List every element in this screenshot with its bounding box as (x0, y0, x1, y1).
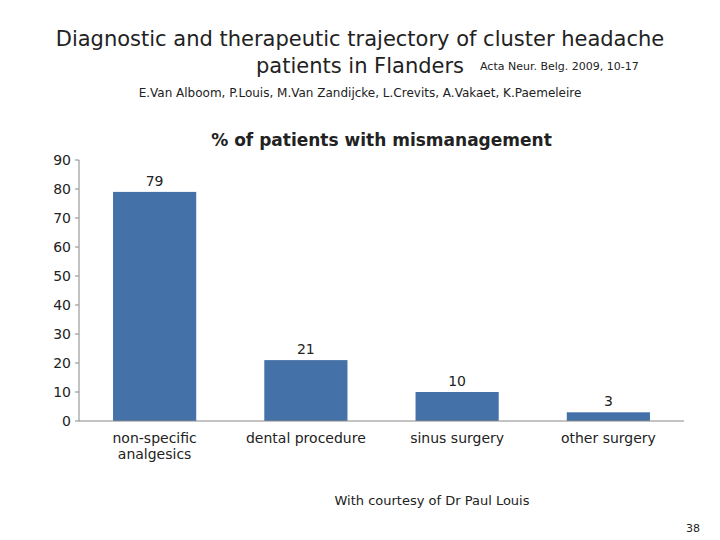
bar (264, 360, 347, 421)
data-label: 3 (604, 393, 613, 409)
data-label: 79 (146, 173, 164, 189)
y-tick-label: 20 (53, 355, 71, 371)
x-tick-label: non-specificanalgesics (112, 430, 196, 462)
y-tick-label: 80 (53, 181, 71, 197)
y-tick (75, 218, 79, 219)
authors: E.Van Alboom, P.Louis, M.Van Zandijcke, … (139, 86, 582, 100)
y-tick (75, 247, 79, 248)
bar (416, 392, 499, 421)
y-tick-label: 50 (53, 268, 71, 284)
y-tick (75, 421, 79, 422)
heading-line: Diagnostic and therapeutic trajectory of… (56, 27, 665, 51)
y-tick-label: 70 (53, 210, 71, 226)
y-tick (75, 160, 79, 161)
source-note: Acta Neur. Belg. 2009, 10-17 (480, 60, 639, 73)
data-label: 10 (448, 373, 466, 389)
page-number: 38 (686, 522, 700, 535)
x-tick-label: dental procedure (246, 430, 366, 446)
bars (113, 192, 650, 421)
y-axis-line (79, 160, 80, 421)
x-tick-label: other surgery (561, 430, 656, 446)
y-tick (75, 392, 79, 393)
y-tick (75, 363, 79, 364)
chart-svg: Diagnostic and therapeutic trajectory of… (0, 0, 720, 540)
x-tick-label: sinus surgery (410, 430, 504, 446)
y-tick (75, 276, 79, 277)
bar (113, 192, 196, 421)
y-tick-label: 0 (62, 413, 71, 429)
credit-note: With courtesy of Dr Paul Louis (335, 493, 530, 508)
chart-container: Diagnostic and therapeutic trajectory of… (0, 0, 720, 540)
y-tick (75, 334, 79, 335)
data-label: 21 (297, 341, 315, 357)
y-tick-label: 60 (53, 239, 71, 255)
y-tick-label: 30 (53, 326, 71, 342)
y-tick (75, 305, 79, 306)
text-line: analgesics (118, 446, 192, 462)
heading-line: patients in Flanders (256, 54, 464, 78)
y-tick-label: 40 (53, 297, 71, 313)
chart-title: % of patients with mismanagement (211, 130, 552, 150)
y-tick-label: 90 (53, 152, 71, 168)
bar (567, 412, 650, 421)
text-line: non-specific (112, 430, 196, 446)
y-tick (75, 189, 79, 190)
x-axis-line (79, 421, 684, 422)
y-tick-label: 10 (53, 384, 71, 400)
